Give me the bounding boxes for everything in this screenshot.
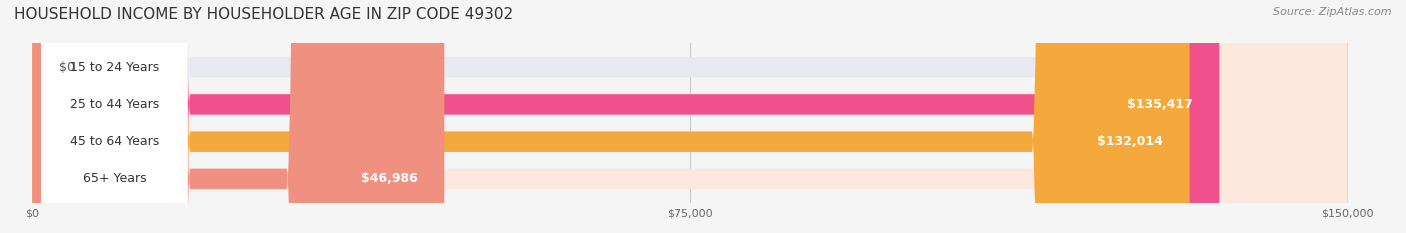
- FancyBboxPatch shape: [32, 0, 1347, 233]
- Text: Source: ZipAtlas.com: Source: ZipAtlas.com: [1274, 7, 1392, 17]
- FancyBboxPatch shape: [41, 0, 187, 233]
- FancyBboxPatch shape: [41, 0, 187, 233]
- Text: $132,014: $132,014: [1097, 135, 1163, 148]
- Text: 25 to 44 Years: 25 to 44 Years: [70, 98, 159, 111]
- Text: $135,417: $135,417: [1128, 98, 1194, 111]
- Text: 65+ Years: 65+ Years: [83, 172, 146, 185]
- FancyBboxPatch shape: [41, 0, 187, 233]
- FancyBboxPatch shape: [32, 0, 444, 233]
- Text: 45 to 64 Years: 45 to 64 Years: [70, 135, 159, 148]
- Text: 15 to 24 Years: 15 to 24 Years: [70, 61, 159, 74]
- FancyBboxPatch shape: [32, 0, 1347, 233]
- FancyBboxPatch shape: [32, 0, 1219, 233]
- FancyBboxPatch shape: [32, 0, 1347, 233]
- FancyBboxPatch shape: [32, 0, 1347, 233]
- Text: $0: $0: [59, 61, 75, 74]
- FancyBboxPatch shape: [32, 0, 1189, 233]
- Text: $46,986: $46,986: [361, 172, 418, 185]
- Text: HOUSEHOLD INCOME BY HOUSEHOLDER AGE IN ZIP CODE 49302: HOUSEHOLD INCOME BY HOUSEHOLDER AGE IN Z…: [14, 7, 513, 22]
- FancyBboxPatch shape: [41, 0, 187, 233]
